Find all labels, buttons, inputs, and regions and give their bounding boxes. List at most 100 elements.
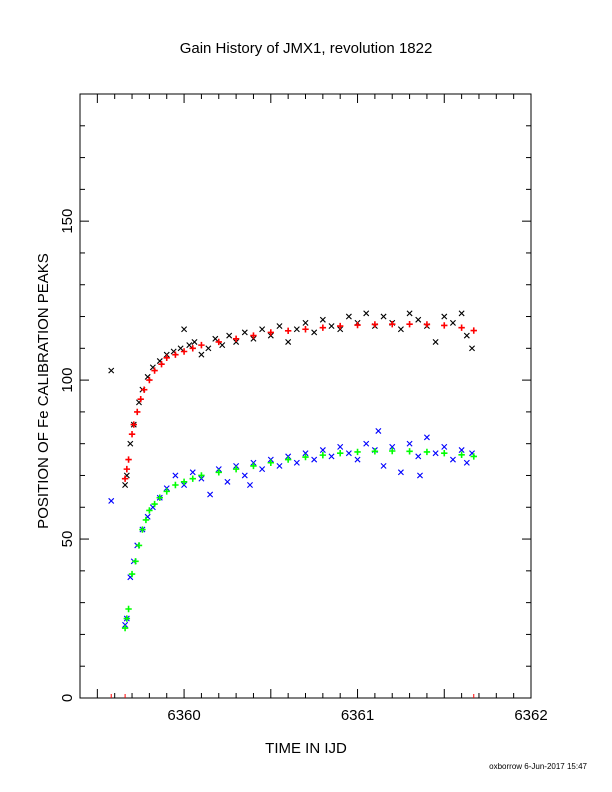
data-point (205, 345, 212, 352)
data-point (215, 338, 222, 346)
data-point (172, 481, 179, 489)
data-point (423, 434, 430, 441)
data-point (284, 456, 292, 463)
x-tick-label: 6360 (167, 707, 200, 724)
data-point (354, 448, 361, 456)
data-point (302, 453, 309, 461)
data-point (276, 323, 283, 330)
data-point (380, 313, 387, 320)
data-point (293, 459, 300, 466)
data-point (415, 453, 422, 460)
data-point (389, 447, 396, 455)
y-tick-label: 100 (59, 368, 76, 393)
data-point (293, 326, 300, 333)
data-point (397, 326, 404, 333)
y-axis-label: POSITION OF Fe CALIBRATION PEAKS (35, 253, 52, 529)
data-point (354, 456, 361, 463)
data-point (397, 469, 404, 476)
data-point (415, 316, 422, 323)
data-point (198, 351, 205, 358)
data-point (215, 469, 222, 476)
data-point (139, 526, 146, 533)
data-point (470, 327, 477, 334)
data-point (212, 335, 219, 342)
data-point (125, 605, 132, 613)
y-tick-label: 0 (59, 694, 76, 702)
data-point (319, 316, 326, 323)
data-point (128, 430, 136, 438)
data-point (389, 443, 396, 450)
data-point (232, 465, 240, 473)
data-point (241, 329, 248, 336)
data-point (337, 443, 344, 450)
data-point (123, 465, 131, 473)
data-point (302, 319, 309, 326)
y-tick-label: 50 (59, 531, 76, 548)
data-point (247, 482, 253, 488)
data-point (189, 345, 196, 352)
series-1 (121, 320, 477, 482)
data-point (336, 322, 344, 330)
data-point (354, 321, 361, 329)
data-point (449, 456, 456, 463)
x-tick-label: 6361 (341, 707, 374, 724)
data-point (189, 469, 196, 476)
data-point (406, 320, 413, 328)
data-point (406, 310, 413, 317)
data-point (158, 361, 165, 368)
data-point (250, 332, 257, 339)
data-point (441, 450, 448, 457)
data-point (470, 453, 477, 460)
data-point (371, 448, 379, 455)
series-0 (108, 310, 476, 488)
data-point (122, 482, 129, 488)
data-point (177, 345, 184, 352)
data-point (389, 320, 396, 328)
y-tick-label: 150 (59, 209, 76, 234)
data-point (189, 475, 196, 482)
data-point (108, 497, 115, 504)
data-point (146, 507, 153, 514)
data-point (181, 326, 188, 333)
data-point (137, 395, 144, 403)
data-point (423, 448, 431, 456)
data-point (127, 440, 134, 447)
data-point (198, 472, 205, 479)
data-point (180, 478, 188, 486)
data-point (371, 321, 379, 328)
data-point (151, 367, 158, 374)
data-point (123, 615, 131, 622)
x-axis-label: TIME IN IJD (265, 740, 347, 757)
data-point (134, 408, 141, 416)
data-point (458, 310, 465, 317)
data-point (416, 472, 423, 479)
data-point (125, 456, 132, 463)
data-point (163, 354, 170, 362)
data-point (336, 450, 344, 457)
data-point (219, 342, 226, 349)
data-point (267, 329, 275, 336)
data-point (302, 450, 309, 457)
data-point (375, 427, 382, 434)
data-point (441, 322, 448, 329)
data-point (345, 313, 352, 320)
data-point (458, 451, 465, 459)
data-point (380, 462, 387, 469)
data-point (250, 462, 257, 470)
series-3 (121, 447, 477, 632)
data-point (163, 488, 170, 495)
data-point (363, 440, 370, 447)
data-point (259, 466, 266, 473)
data-point (441, 443, 448, 450)
data-point (463, 459, 470, 466)
x-tick-label: 6362 (514, 707, 547, 724)
data-point (328, 323, 335, 330)
data-point (121, 624, 129, 632)
data-point (285, 338, 292, 345)
data-points (108, 310, 477, 698)
data-point (128, 570, 136, 578)
data-point (259, 326, 266, 333)
data-point (135, 542, 143, 549)
data-point (130, 421, 137, 428)
